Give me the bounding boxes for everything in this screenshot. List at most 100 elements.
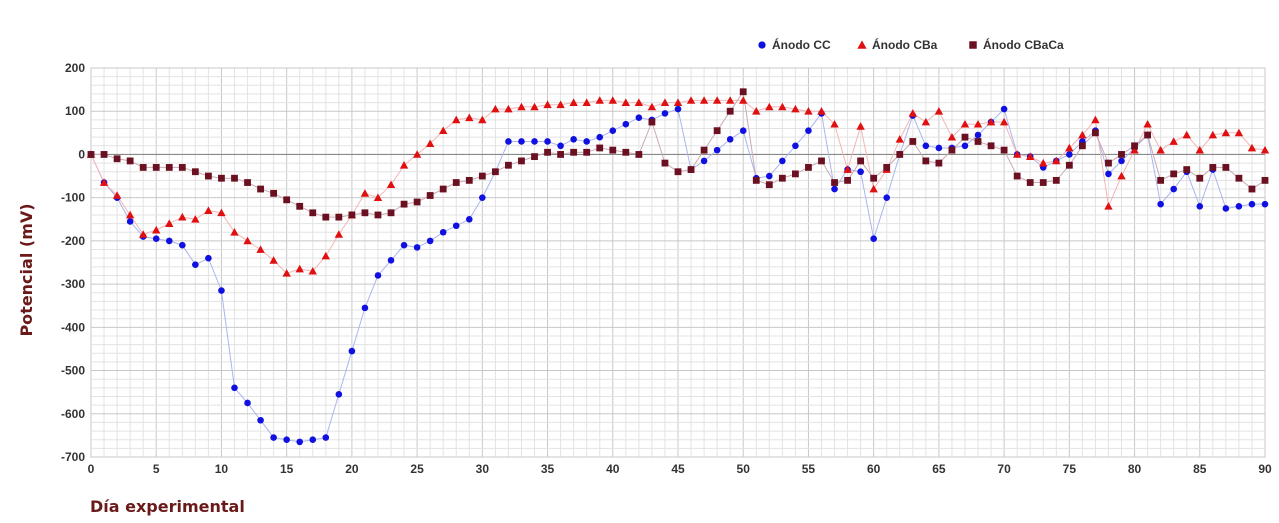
y-tick-label: 100 bbox=[65, 104, 85, 118]
data-point bbox=[1157, 176, 1165, 184]
y-tick-label: -700 bbox=[61, 450, 85, 464]
legend-label-1: Ánodo CC bbox=[772, 37, 831, 52]
data-point bbox=[205, 172, 212, 180]
data-point bbox=[373, 193, 383, 202]
data-point bbox=[361, 209, 369, 217]
x-tick-label: 90 bbox=[1258, 462, 1272, 476]
data-point bbox=[191, 215, 200, 223]
data-point bbox=[138, 230, 148, 238]
data-point bbox=[165, 164, 173, 171]
data-point bbox=[908, 109, 917, 117]
data-point bbox=[217, 208, 226, 217]
data-point bbox=[244, 179, 251, 186]
data-point bbox=[543, 100, 552, 109]
x-tick-label: 15 bbox=[280, 462, 294, 476]
data-point bbox=[739, 88, 747, 96]
data-point bbox=[647, 102, 657, 111]
data-point bbox=[1105, 159, 1112, 167]
data-point bbox=[673, 98, 683, 106]
data-point bbox=[374, 272, 382, 279]
data-point bbox=[269, 256, 278, 264]
data-point bbox=[987, 142, 995, 150]
data-point bbox=[778, 102, 787, 111]
data-point bbox=[192, 261, 199, 268]
data-point bbox=[922, 157, 930, 165]
data-point bbox=[869, 184, 878, 193]
data-point bbox=[1105, 170, 1112, 178]
data-point bbox=[609, 127, 617, 134]
y-tick-label: -100 bbox=[61, 191, 85, 205]
data-point bbox=[830, 119, 839, 128]
data-point bbox=[531, 153, 538, 161]
data-point bbox=[308, 266, 317, 275]
data-point bbox=[556, 100, 565, 109]
data-point bbox=[283, 196, 291, 204]
x-tick-label: 40 bbox=[606, 462, 620, 476]
data-point bbox=[843, 165, 852, 173]
data-point bbox=[1039, 158, 1048, 167]
data-point bbox=[1182, 130, 1191, 139]
data-point bbox=[856, 122, 865, 130]
y-tick-label: 200 bbox=[65, 61, 85, 75]
data-point bbox=[100, 151, 108, 158]
data-point bbox=[1065, 143, 1074, 152]
data-point bbox=[686, 96, 696, 104]
data-point bbox=[270, 189, 278, 197]
data-point bbox=[791, 104, 800, 113]
x-tick-label: 20 bbox=[345, 462, 359, 476]
data-point bbox=[765, 102, 774, 111]
data-point bbox=[674, 105, 682, 113]
data-point bbox=[713, 146, 721, 154]
data-point bbox=[505, 138, 512, 145]
legend-marker-3 bbox=[969, 41, 977, 49]
data-point bbox=[1208, 130, 1218, 139]
data-point bbox=[1209, 164, 1217, 171]
data-point bbox=[257, 185, 264, 193]
data-point bbox=[609, 146, 617, 154]
data-point bbox=[1130, 145, 1139, 154]
data-point bbox=[479, 194, 486, 201]
data-point bbox=[557, 142, 564, 150]
x-tick-labels: 0 5 10 15 20 25 30 35 40 45 50 55 60 65 70 75 80 85 90 bbox=[88, 462, 1272, 476]
y-tick-label: 0 bbox=[78, 147, 85, 161]
data-point bbox=[1183, 166, 1191, 173]
data-point bbox=[1052, 156, 1061, 165]
data-point bbox=[895, 135, 904, 143]
data-point bbox=[452, 179, 460, 186]
data-point bbox=[165, 237, 173, 245]
data-point bbox=[1235, 203, 1243, 210]
data-point bbox=[179, 241, 186, 249]
x-tick-label: 30 bbox=[476, 462, 490, 476]
data-point bbox=[1104, 202, 1113, 210]
data-point bbox=[309, 209, 317, 217]
data-point bbox=[766, 172, 773, 180]
data-point bbox=[112, 191, 122, 199]
data-point bbox=[1221, 128, 1231, 137]
data-point bbox=[1261, 176, 1269, 184]
data-point bbox=[505, 161, 512, 169]
data-point bbox=[218, 174, 225, 182]
data-point bbox=[296, 438, 304, 446]
data-point bbox=[883, 164, 891, 171]
data-point bbox=[1078, 142, 1086, 150]
data-point bbox=[752, 107, 761, 115]
data-point bbox=[296, 202, 304, 210]
x-tick-label: 75 bbox=[1063, 462, 1077, 476]
data-point bbox=[517, 102, 526, 111]
data-point bbox=[309, 436, 317, 444]
data-point bbox=[595, 96, 604, 104]
data-point bbox=[1131, 142, 1138, 150]
data-point bbox=[270, 434, 277, 441]
data-point bbox=[400, 241, 408, 249]
data-point bbox=[1196, 203, 1204, 210]
data-point bbox=[413, 244, 421, 251]
legend-marker-1 bbox=[758, 41, 766, 49]
data-point bbox=[935, 144, 943, 152]
data-point bbox=[726, 107, 734, 115]
data-point bbox=[231, 384, 238, 392]
data-point bbox=[557, 151, 564, 158]
x-tick-label: 50 bbox=[737, 462, 751, 476]
data-point bbox=[283, 436, 290, 444]
data-point bbox=[126, 157, 134, 165]
data-point bbox=[152, 164, 160, 171]
